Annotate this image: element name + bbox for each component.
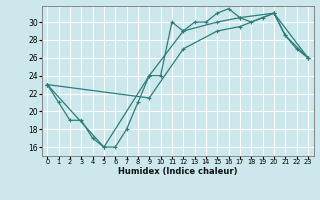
X-axis label: Humidex (Indice chaleur): Humidex (Indice chaleur): [118, 167, 237, 176]
